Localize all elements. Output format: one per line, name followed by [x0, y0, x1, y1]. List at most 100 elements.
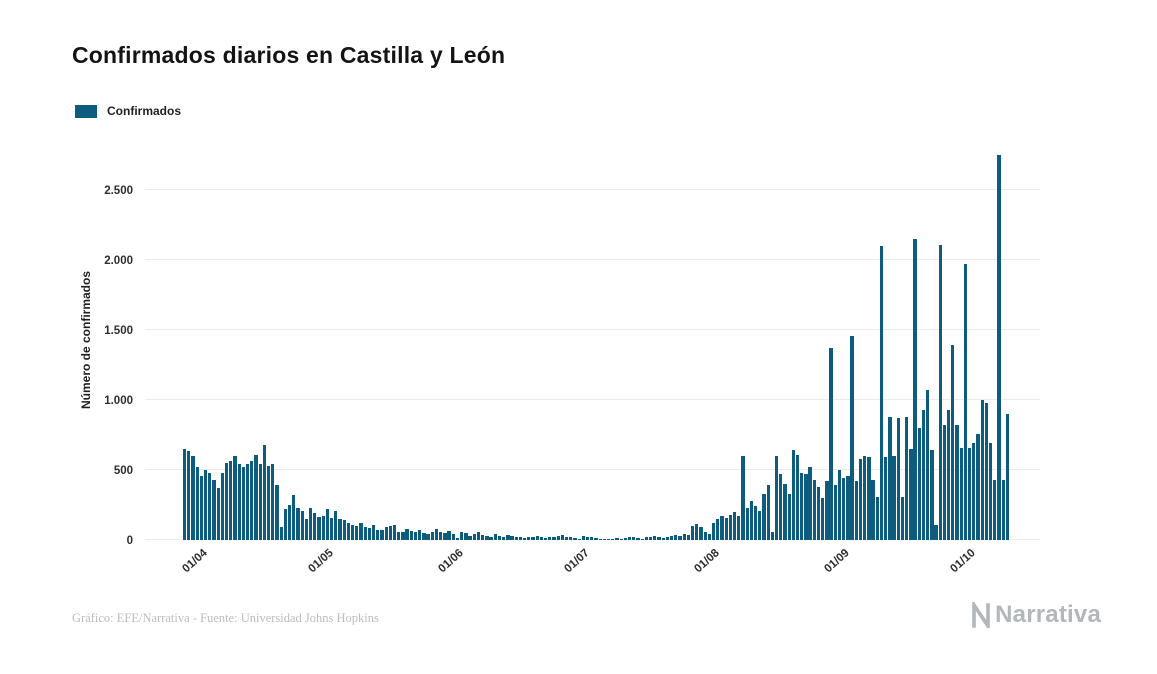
bar [795, 454, 800, 540]
bar [422, 533, 426, 540]
bar [703, 531, 707, 540]
bar [728, 514, 732, 540]
bar [241, 467, 246, 540]
bar [233, 456, 237, 540]
y-tick-label: 1.500 [104, 325, 133, 337]
bar [774, 456, 779, 540]
bar [409, 530, 413, 540]
bar [900, 496, 905, 540]
bar [413, 532, 418, 540]
bar [627, 537, 632, 540]
bar [984, 402, 989, 540]
bar [690, 526, 695, 540]
bar [271, 463, 275, 540]
bar [338, 519, 342, 540]
bar [426, 533, 430, 540]
bar [560, 535, 565, 540]
bar [997, 155, 1001, 540]
bar [518, 536, 523, 540]
bar [346, 523, 350, 540]
gridline [145, 189, 1040, 190]
bar [766, 485, 770, 540]
bar [397, 531, 401, 540]
bar [266, 465, 271, 540]
bar [800, 472, 804, 540]
bar [606, 539, 611, 540]
bar [720, 515, 724, 540]
gridline [145, 469, 1040, 470]
bar [565, 536, 569, 540]
bar [535, 535, 539, 540]
y-tick-label: 2.000 [104, 255, 133, 267]
legend: Confirmados [75, 104, 181, 118]
narrativa-brand: Narrativa [970, 601, 1101, 629]
bar [968, 447, 972, 540]
bar [304, 519, 308, 540]
bar [644, 537, 649, 540]
bar [342, 520, 346, 540]
legend-swatch-confirmados [75, 104, 97, 118]
bar [388, 526, 392, 540]
y-tick-label: 0 [126, 535, 133, 547]
bar [283, 509, 288, 540]
bar [779, 474, 783, 540]
bar [405, 528, 409, 540]
bar [468, 535, 472, 540]
bar [867, 457, 871, 540]
bar [888, 416, 892, 540]
bar [376, 529, 380, 540]
bar [451, 533, 455, 540]
bar [510, 535, 514, 540]
bar [959, 447, 963, 540]
bar [791, 450, 795, 540]
bar [455, 537, 460, 540]
narrativa-logo-icon [972, 602, 990, 628]
bar [380, 530, 384, 540]
bar [783, 484, 787, 540]
bar [648, 536, 653, 540]
bar [212, 479, 216, 540]
bar [569, 537, 573, 540]
bar [816, 486, 821, 540]
bar [724, 517, 728, 540]
bar [460, 531, 464, 540]
bars-series-confirmados [183, 140, 1010, 540]
bar [548, 536, 552, 540]
gridline [145, 329, 1040, 330]
bar [892, 456, 896, 540]
bar [611, 538, 615, 540]
chart-title: Confirmados diarios en Castilla y León [72, 42, 506, 68]
bar [287, 505, 292, 540]
bar [829, 348, 833, 540]
legend-label: Confirmados [107, 104, 182, 118]
bar [804, 474, 808, 540]
bar [262, 444, 267, 540]
bar [972, 443, 976, 540]
bar [577, 538, 581, 540]
bar [980, 400, 984, 540]
bar [942, 425, 947, 540]
bar [636, 537, 640, 540]
bar [392, 524, 397, 540]
bar [313, 512, 317, 540]
y-axis-title: Número de confirmados [79, 270, 93, 410]
bar [850, 335, 854, 540]
bar [632, 536, 636, 540]
bar [732, 512, 737, 540]
bar [678, 535, 682, 540]
bar [502, 536, 506, 540]
bar [237, 464, 241, 540]
bar [523, 537, 527, 540]
plot-area: 0 500 1.000 1.500 2.000 2.500 01/04 01/05 01/06 0… [104, 140, 1040, 575]
bar [749, 500, 753, 540]
bar [250, 460, 254, 540]
bar [871, 479, 875, 540]
bar [485, 535, 489, 540]
bar [976, 433, 980, 540]
bar [758, 510, 762, 540]
bar [661, 537, 665, 540]
bar [292, 495, 296, 540]
bar [183, 449, 187, 540]
bar [934, 524, 938, 540]
bar [308, 507, 313, 540]
